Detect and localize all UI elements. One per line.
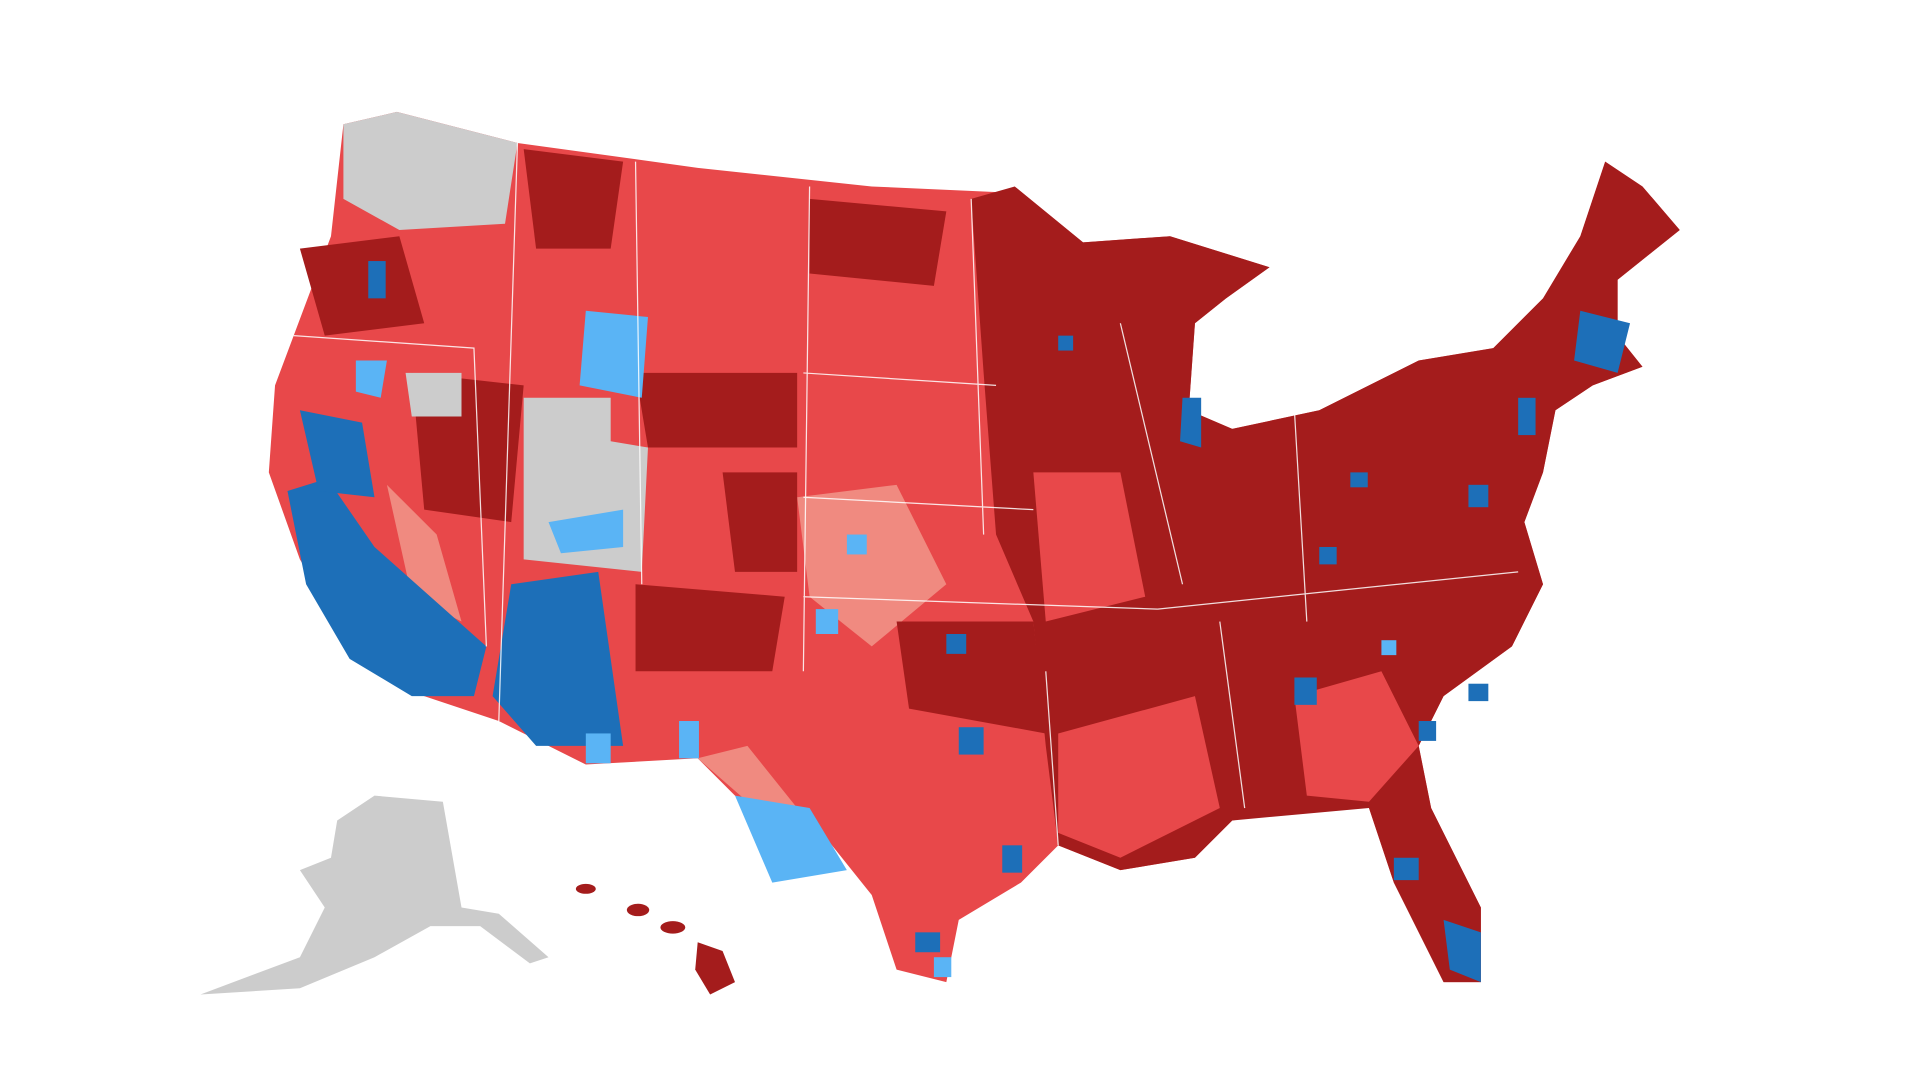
light-blue-county [1381, 640, 1397, 656]
blue-county [1350, 472, 1368, 488]
blue-county [1294, 677, 1317, 705]
blue-region [287, 478, 487, 697]
blue-county [946, 633, 967, 654]
light-blue-region [734, 795, 847, 883]
light-blue-region [355, 360, 387, 398]
blue-county [1393, 857, 1419, 881]
island [575, 883, 596, 894]
dark-patch [635, 584, 785, 672]
blue-region [1443, 919, 1481, 983]
light-blue-county [585, 733, 611, 764]
hawaii [575, 883, 735, 995]
light-blue-region [548, 509, 624, 554]
light-patch [1058, 696, 1220, 858]
blue-region [1180, 397, 1202, 448]
island [695, 942, 735, 995]
dark-patch [299, 236, 425, 336]
state-borders [293, 142, 1519, 846]
light-blue-county [679, 721, 699, 759]
pale-patch [697, 745, 798, 809]
blue-county [1002, 845, 1023, 873]
blue-county [1319, 546, 1337, 565]
light-patch [1033, 472, 1146, 622]
dark-patch [722, 472, 798, 572]
pale-patch [797, 484, 947, 647]
pale-patch [386, 484, 462, 622]
dark-patch [635, 372, 798, 448]
blue-region [492, 571, 624, 746]
island [660, 921, 686, 934]
light-blue-county [933, 957, 952, 978]
dark-patch [523, 149, 624, 249]
blue-region [1574, 310, 1631, 373]
blue-county [368, 261, 386, 299]
light-patch [1294, 671, 1419, 802]
blue-county [1468, 484, 1489, 508]
blue-county [1468, 683, 1489, 702]
blue-county [1418, 721, 1437, 741]
blue-region [299, 410, 375, 498]
light-blue-county [846, 534, 867, 555]
light-blue-counties [585, 534, 1397, 978]
light-blue-county [815, 609, 839, 634]
gray-region [405, 372, 462, 417]
blue-counties [368, 261, 1536, 953]
blue-county [958, 727, 984, 755]
dark-patch [809, 198, 947, 286]
gray-region [343, 111, 518, 230]
alaska [200, 795, 549, 995]
light-blue-region [579, 310, 648, 398]
blue-county [1058, 335, 1074, 351]
blue-county [1518, 397, 1536, 436]
dark-patch [896, 621, 1046, 734]
island [626, 903, 650, 917]
blue-county [915, 932, 941, 953]
